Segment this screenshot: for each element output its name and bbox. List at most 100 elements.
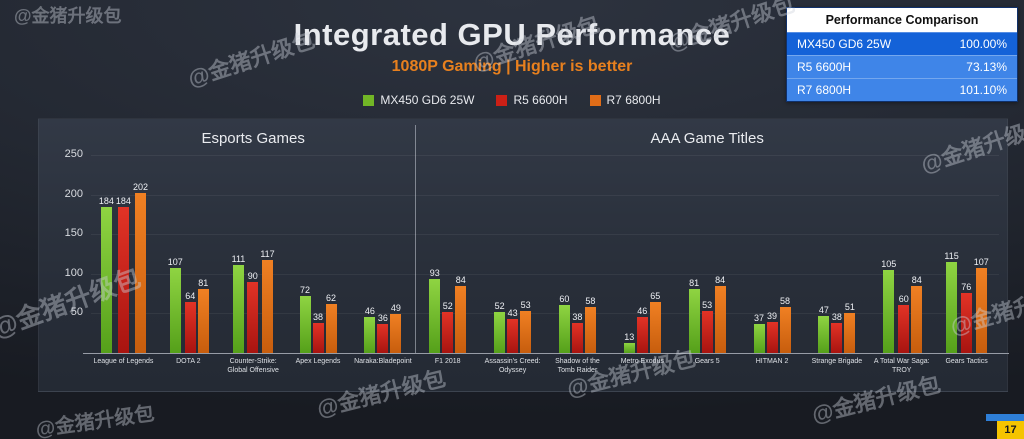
bar-value-label: 65	[650, 291, 661, 301]
category-label: A Total War Saga: TROY	[873, 358, 930, 375]
category-label: DOTA 2	[176, 358, 201, 365]
comparison-row-mx450: MX450 GD6 25W 100.00%	[787, 32, 1017, 55]
y-tick-label: 50	[70, 306, 83, 319]
bar	[779, 307, 791, 353]
y-tick-label: 150	[64, 227, 83, 240]
category-label: Gears 5	[694, 358, 720, 365]
bar-cell: 84	[714, 275, 726, 353]
bar-value-label: 51	[844, 302, 855, 312]
bar-cell: 81	[688, 278, 700, 353]
category-label: Gears Tactics	[945, 358, 988, 365]
bar-group: 52 43 53	[480, 155, 545, 353]
bar-value-label: 105	[881, 259, 897, 269]
bar	[261, 260, 273, 353]
bar-value-label: 46	[637, 306, 648, 316]
chart-panel: 50 100 150 200 250 Esports Games AAA Game Titl…	[38, 118, 1009, 392]
bar-cell: 81	[197, 278, 209, 353]
bar-group: 37 39 58	[740, 155, 805, 353]
bar-cell: 84	[455, 275, 467, 353]
bar-cell: 43	[507, 308, 519, 353]
bar-group: 60 38 58	[545, 155, 610, 353]
watermark-text: @金猪升级包	[34, 402, 156, 439]
bar	[714, 286, 726, 353]
bar-groups: 184 184 202 107 64 81 111 90 117 72 38 62 46 36 49 93 52…	[91, 155, 999, 353]
y-tick-label: 250	[64, 148, 83, 160]
bar-value-label: 43	[507, 308, 518, 318]
page-title: Integrated GPU Performance	[293, 17, 731, 52]
bar-value-label: 90	[247, 271, 258, 281]
legend-label: R5 6600H	[513, 93, 568, 107]
bar	[169, 268, 181, 353]
bar	[312, 323, 324, 353]
bar-cell: 107	[974, 257, 989, 353]
bar-cell: 52	[442, 301, 454, 353]
gridline	[91, 313, 999, 315]
bar	[898, 305, 910, 353]
gridline	[91, 194, 999, 196]
comparison-row-label: R5 6600H	[797, 60, 852, 74]
gridline	[91, 234, 999, 236]
bar-cell: 184	[99, 196, 114, 353]
bar-group: 105 60 84	[869, 155, 934, 353]
category-label: F1 2018	[434, 358, 461, 365]
bar-value-label: 58	[780, 296, 791, 306]
bar-value-label: 37	[754, 313, 765, 323]
section-title: AAA Game Titles	[650, 130, 764, 147]
bar	[325, 304, 337, 353]
bar-group: 107 64 81	[156, 155, 221, 353]
bar-value-label: 107	[167, 257, 183, 267]
category-label: Assassin's Creed: Odyssey	[484, 358, 541, 375]
category-labels: League of Legends DOTA 2 Counter-Strike: G…	[91, 357, 999, 375]
page-accent-strip	[986, 414, 1024, 421]
bar	[946, 262, 958, 353]
category-label: Strange Brigade	[811, 358, 863, 365]
bar	[571, 323, 583, 353]
bar-value-label: 36	[377, 313, 388, 323]
bar-cell: 72	[299, 285, 311, 353]
bar-cell: 111	[231, 254, 246, 353]
bar	[247, 282, 259, 353]
comparison-row-value: 100.00%	[959, 37, 1007, 51]
bar-cell: 13	[623, 332, 635, 353]
legend-item-mx450: MX450 GD6 25W	[363, 93, 474, 107]
bar	[766, 322, 778, 353]
bar	[377, 324, 389, 353]
bar-value-label: 52	[442, 301, 453, 311]
comparison-row-r5: R5 6600H 73.13%	[787, 55, 1017, 78]
bar-cell: 107	[168, 257, 183, 353]
comparison-row-value: 73.13%	[966, 60, 1007, 74]
bar-group: 81 53 84	[675, 155, 740, 353]
bar-value-label: 111	[231, 254, 246, 264]
gridline	[91, 273, 999, 275]
legend-label: R7 6800H	[606, 93, 661, 107]
bar-group: 13 46 65	[610, 155, 675, 353]
bar-cell: 46	[636, 306, 648, 353]
comparison-row-label: MX450 GD6 25W	[797, 37, 892, 51]
legend-swatch-orange	[589, 94, 601, 106]
bar	[911, 286, 923, 353]
legend-item-r5: R5 6600H	[496, 93, 568, 107]
bar-value-label: 38	[312, 312, 323, 322]
bar-value-label: 38	[831, 312, 842, 322]
bar	[584, 307, 596, 353]
bar	[117, 207, 129, 353]
bar-cell: 38	[571, 312, 583, 353]
bar-cell: 49	[390, 303, 402, 353]
bar	[883, 270, 895, 353]
page-subtitle: 1080P Gaming | Higher is better	[391, 58, 633, 75]
bar-value-label: 60	[898, 294, 909, 304]
category-label: Shadow of the Tomb Raider	[555, 358, 600, 375]
bar-value-label: 115	[944, 251, 959, 261]
bar-cell: 39	[766, 311, 778, 353]
bar-cell: 37	[753, 313, 765, 353]
bar-cell: 47	[818, 305, 830, 353]
bar	[649, 302, 661, 353]
bar	[623, 343, 635, 353]
bar	[134, 193, 146, 353]
bar-cell: 58	[779, 296, 791, 353]
bar-value-label: 202	[132, 182, 148, 192]
bar	[197, 289, 209, 353]
bar-cell: 202	[133, 182, 148, 353]
bar-value-label: 107	[973, 257, 989, 267]
bar	[636, 317, 648, 353]
